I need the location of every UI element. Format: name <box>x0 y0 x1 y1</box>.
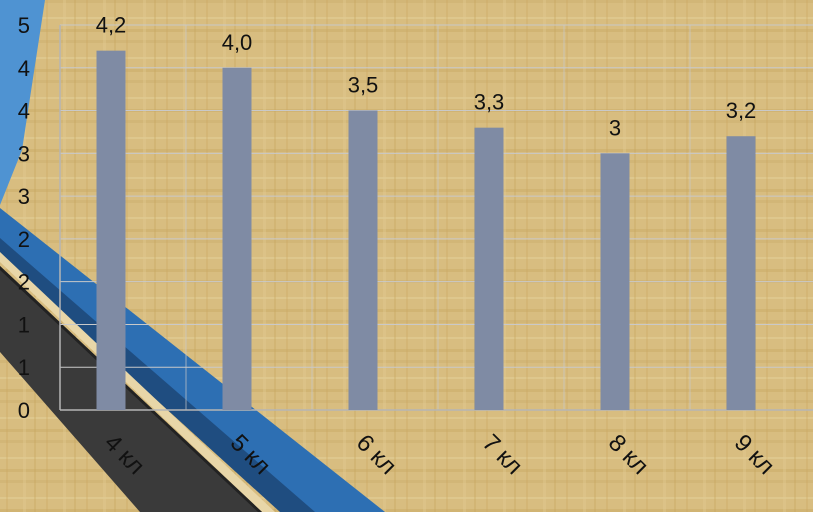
y-tick-label: 0 <box>18 398 30 423</box>
y-tick-label: 3 <box>18 184 30 209</box>
blue-stripe <box>0 208 385 512</box>
gridlines <box>59 24 813 410</box>
dark-stripe-edge <box>0 266 262 512</box>
data-labels: 4,2 4,0 3,5 3,3 3 3,2 <box>96 13 757 141</box>
bar <box>726 136 756 410</box>
y-tick-label: 2 <box>18 227 30 252</box>
data-label: 3 <box>609 115 621 140</box>
data-label: 3,3 <box>474 90 505 115</box>
data-label: 4,2 <box>96 13 127 38</box>
y-tick-label: 3 <box>18 141 30 166</box>
y-tick-label: 1 <box>18 355 30 380</box>
y-tick-label: 4 <box>18 56 30 81</box>
bars <box>96 50 756 411</box>
y-tick-label: 2 <box>18 270 30 295</box>
light-blue-stripe-top-left <box>0 0 45 205</box>
axes <box>59 25 813 411</box>
bar <box>600 153 630 411</box>
bar <box>348 110 378 411</box>
data-label: 3,2 <box>726 98 757 123</box>
bar <box>222 67 252 411</box>
y-tick-label: 5 <box>18 13 30 38</box>
y-axis-ticks: 0 1 1 2 2 3 3 4 4 5 <box>18 13 30 423</box>
data-label: 4,0 <box>222 30 253 55</box>
bar <box>474 127 504 411</box>
cream-stripe <box>0 252 275 512</box>
bar <box>96 50 126 411</box>
y-tick-label: 4 <box>18 99 30 124</box>
y-tick-label: 1 <box>18 312 30 337</box>
data-label: 3,5 <box>348 73 379 98</box>
